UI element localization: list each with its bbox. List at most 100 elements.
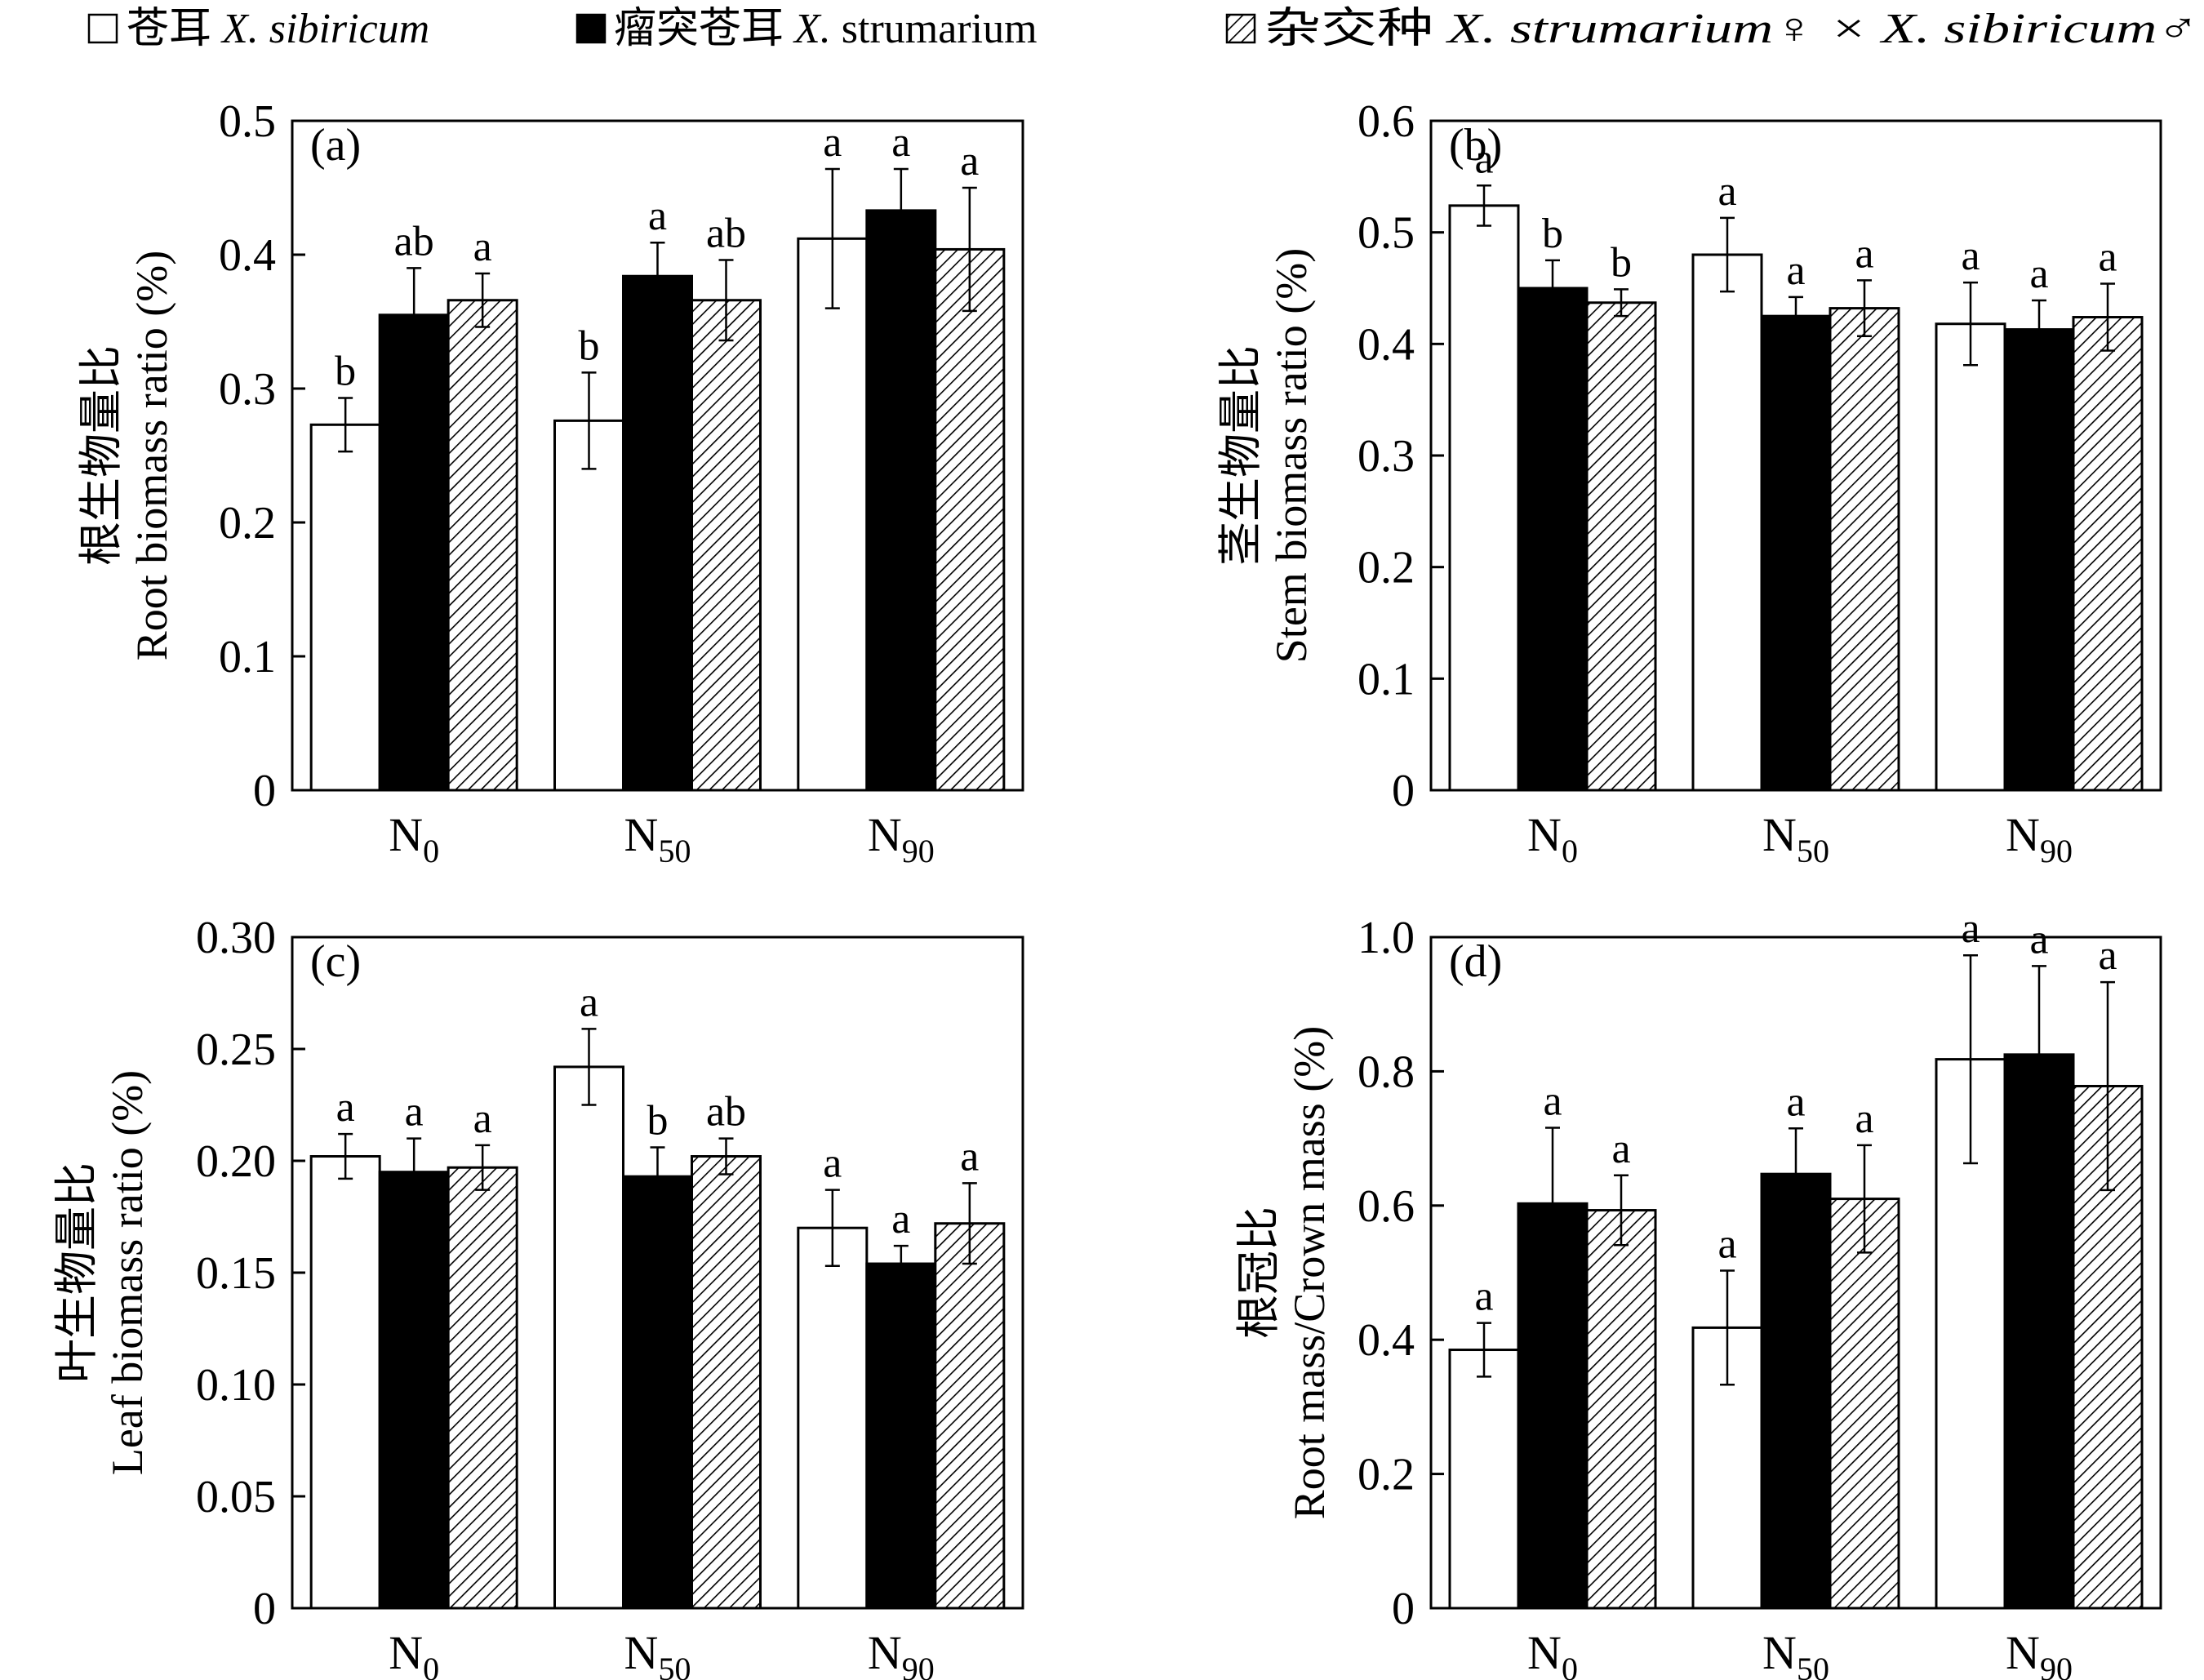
- x-category-label: N0: [389, 808, 439, 869]
- significance-letter: ab: [706, 211, 746, 257]
- bar-strumarium: [1517, 287, 1589, 792]
- legend-label-latin-plain: strumarium: [831, 6, 1038, 52]
- bar-hybrid: [934, 1222, 1006, 1610]
- y-tick-label: 0: [253, 1584, 276, 1634]
- bar-sibiricum: [1691, 253, 1763, 792]
- significance-letter: a: [473, 1096, 492, 1142]
- significance-letter: a: [891, 1196, 910, 1242]
- significance-letter: a: [473, 224, 492, 270]
- y-tick-label: 0.2: [1358, 543, 1415, 593]
- bar-hybrid: [691, 299, 762, 792]
- legend-label-latin: X. sibiricum: [220, 6, 429, 52]
- bar-sibiricum: [797, 1226, 869, 1610]
- significance-letter: a: [1786, 1078, 1805, 1125]
- significance-letter: ab: [706, 1089, 746, 1136]
- bar-hybrid: [691, 1155, 762, 1610]
- y-tick-label: 0.2: [219, 498, 276, 549]
- significance-letter: a: [336, 1084, 355, 1131]
- bar-hybrid: [1829, 1198, 1900, 1610]
- y-tick-label: 0.05: [196, 1472, 276, 1522]
- significance-letter: ab: [394, 218, 434, 264]
- y-tick-label: 0.10: [196, 1360, 276, 1411]
- x-category-label: N90: [868, 1626, 935, 1680]
- bar-sibiricum: [1448, 1349, 1520, 1610]
- bar-sibiricum: [553, 419, 624, 792]
- x-category-label: N50: [1762, 1626, 1829, 1680]
- y-tick-label: 0.8: [1358, 1047, 1415, 1097]
- bar-strumarium: [622, 1175, 693, 1610]
- legend-label-latin-italic: X.: [793, 6, 831, 52]
- significance-letter: a: [960, 138, 979, 184]
- y-tick-label: 0.2: [1358, 1450, 1415, 1500]
- bar-hybrid: [447, 299, 518, 792]
- legend-label-latin: X. strumarium♀ × X. sibiricum♂: [1446, 6, 2199, 52]
- y-tick-label: 1.0: [1358, 913, 1415, 963]
- x-category-label: N90: [2006, 808, 2073, 869]
- significance-letter: b: [1611, 239, 1632, 286]
- y-axis-label: Stem biomass ratio (%): [1267, 248, 1316, 663]
- bar-sibiricum: [1935, 322, 2006, 792]
- bar-strumarium: [1760, 1172, 1832, 1610]
- x-category-label: N0: [389, 1626, 439, 1680]
- svg-text:杂交种 X. strumarium♀ × X. sibiri: 杂交种 X. strumarium♀ × X. sibiricum♂: [1264, 6, 2199, 52]
- y-axis-label: Root mass/Crown mass (%): [1285, 1026, 1334, 1519]
- significance-letter: a: [891, 119, 910, 166]
- chart-panel: 0 0.2 0.4 0.6 0.8 1.0 (d) 根冠比 Root mass/Crown ma…: [1234, 905, 2162, 1680]
- y-tick-label: 0.6: [1358, 96, 1415, 147]
- bar-sibiricum: [797, 237, 869, 792]
- significance-letter: b: [1542, 211, 1563, 257]
- y-axis-label-cn: 叶生物量比: [52, 1162, 101, 1383]
- bar-strumarium: [865, 209, 937, 792]
- y-tick-label: 0.15: [196, 1248, 276, 1299]
- significance-letter: a: [1961, 233, 1980, 279]
- y-tick-label: 0.4: [1358, 319, 1415, 370]
- y-tick-label: 0: [253, 766, 276, 816]
- chart-panel: 0 0.05 0.10 0.15 0.20 0.25 0.30 (c) 叶生物量比 Leaf bi…: [52, 913, 1024, 1680]
- bar-hybrid: [1585, 1209, 1657, 1610]
- y-axis-label-cn: 根生物量比: [77, 345, 126, 566]
- y-tick-label: 0.25: [196, 1024, 276, 1075]
- y-tick-label: 0.5: [219, 96, 276, 147]
- significance-letter: a: [960, 1133, 979, 1180]
- x-category-label: N0: [1527, 1626, 1578, 1680]
- legend-swatch-hatch: [1225, 13, 1256, 44]
- significance-letter: b: [335, 348, 356, 394]
- significance-letter: a: [1855, 1096, 1873, 1142]
- y-tick-label: 0.6: [1358, 1181, 1415, 1232]
- x-category-label: N50: [624, 808, 691, 869]
- x-category-label: N90: [868, 808, 935, 869]
- significance-letter: a: [1611, 1126, 1630, 1172]
- y-tick-label: 0: [1392, 766, 1415, 816]
- y-tick-label: 0.4: [219, 230, 276, 281]
- significance-letter: a: [648, 193, 667, 239]
- y-tick-label: 0.1: [219, 632, 276, 682]
- significance-letter: b: [579, 322, 600, 369]
- bar-sibiricum: [553, 1065, 624, 1610]
- y-tick-label: 0.20: [196, 1136, 276, 1187]
- significance-letter: a: [2029, 916, 2048, 962]
- chart-panel: 0 0.1 0.2 0.3 0.4 0.5 (a) 根生物量比 Root biomass rat…: [77, 96, 1024, 869]
- significance-letter: a: [823, 1140, 842, 1187]
- legend-swatch-white: [87, 13, 118, 44]
- significance-letter: a: [1474, 136, 1493, 182]
- panel-label: (a): [310, 120, 361, 171]
- y-tick-label: 0.5: [1358, 208, 1415, 259]
- bar-hybrid: [1585, 301, 1657, 792]
- bar-sibiricum: [309, 423, 381, 792]
- legend-label-cn: 杂交种: [1264, 6, 1433, 52]
- significance-letter: a: [580, 979, 598, 1025]
- bar-strumarium: [865, 1262, 937, 1610]
- legend-item-hybrid: 杂交种 X. strumarium♀ × X. sibiricum♂: [1225, 6, 2199, 52]
- bar-strumarium: [1760, 314, 1832, 792]
- panel-label: (c): [310, 936, 361, 987]
- x-category-label: N50: [624, 1626, 691, 1680]
- bar-strumarium: [2003, 1053, 2075, 1610]
- significance-letter: a: [405, 1089, 424, 1136]
- legend-label-cn: 瘤突苍耳: [614, 6, 784, 52]
- y-tick-label: 0.30: [196, 913, 276, 963]
- y-tick-label: 0.1: [1358, 654, 1415, 704]
- y-axis-label: Root biomass ratio (%): [127, 251, 176, 660]
- significance-letter: a: [2098, 932, 2117, 979]
- significance-letter: a: [2098, 234, 2117, 281]
- bar-strumarium: [378, 313, 450, 792]
